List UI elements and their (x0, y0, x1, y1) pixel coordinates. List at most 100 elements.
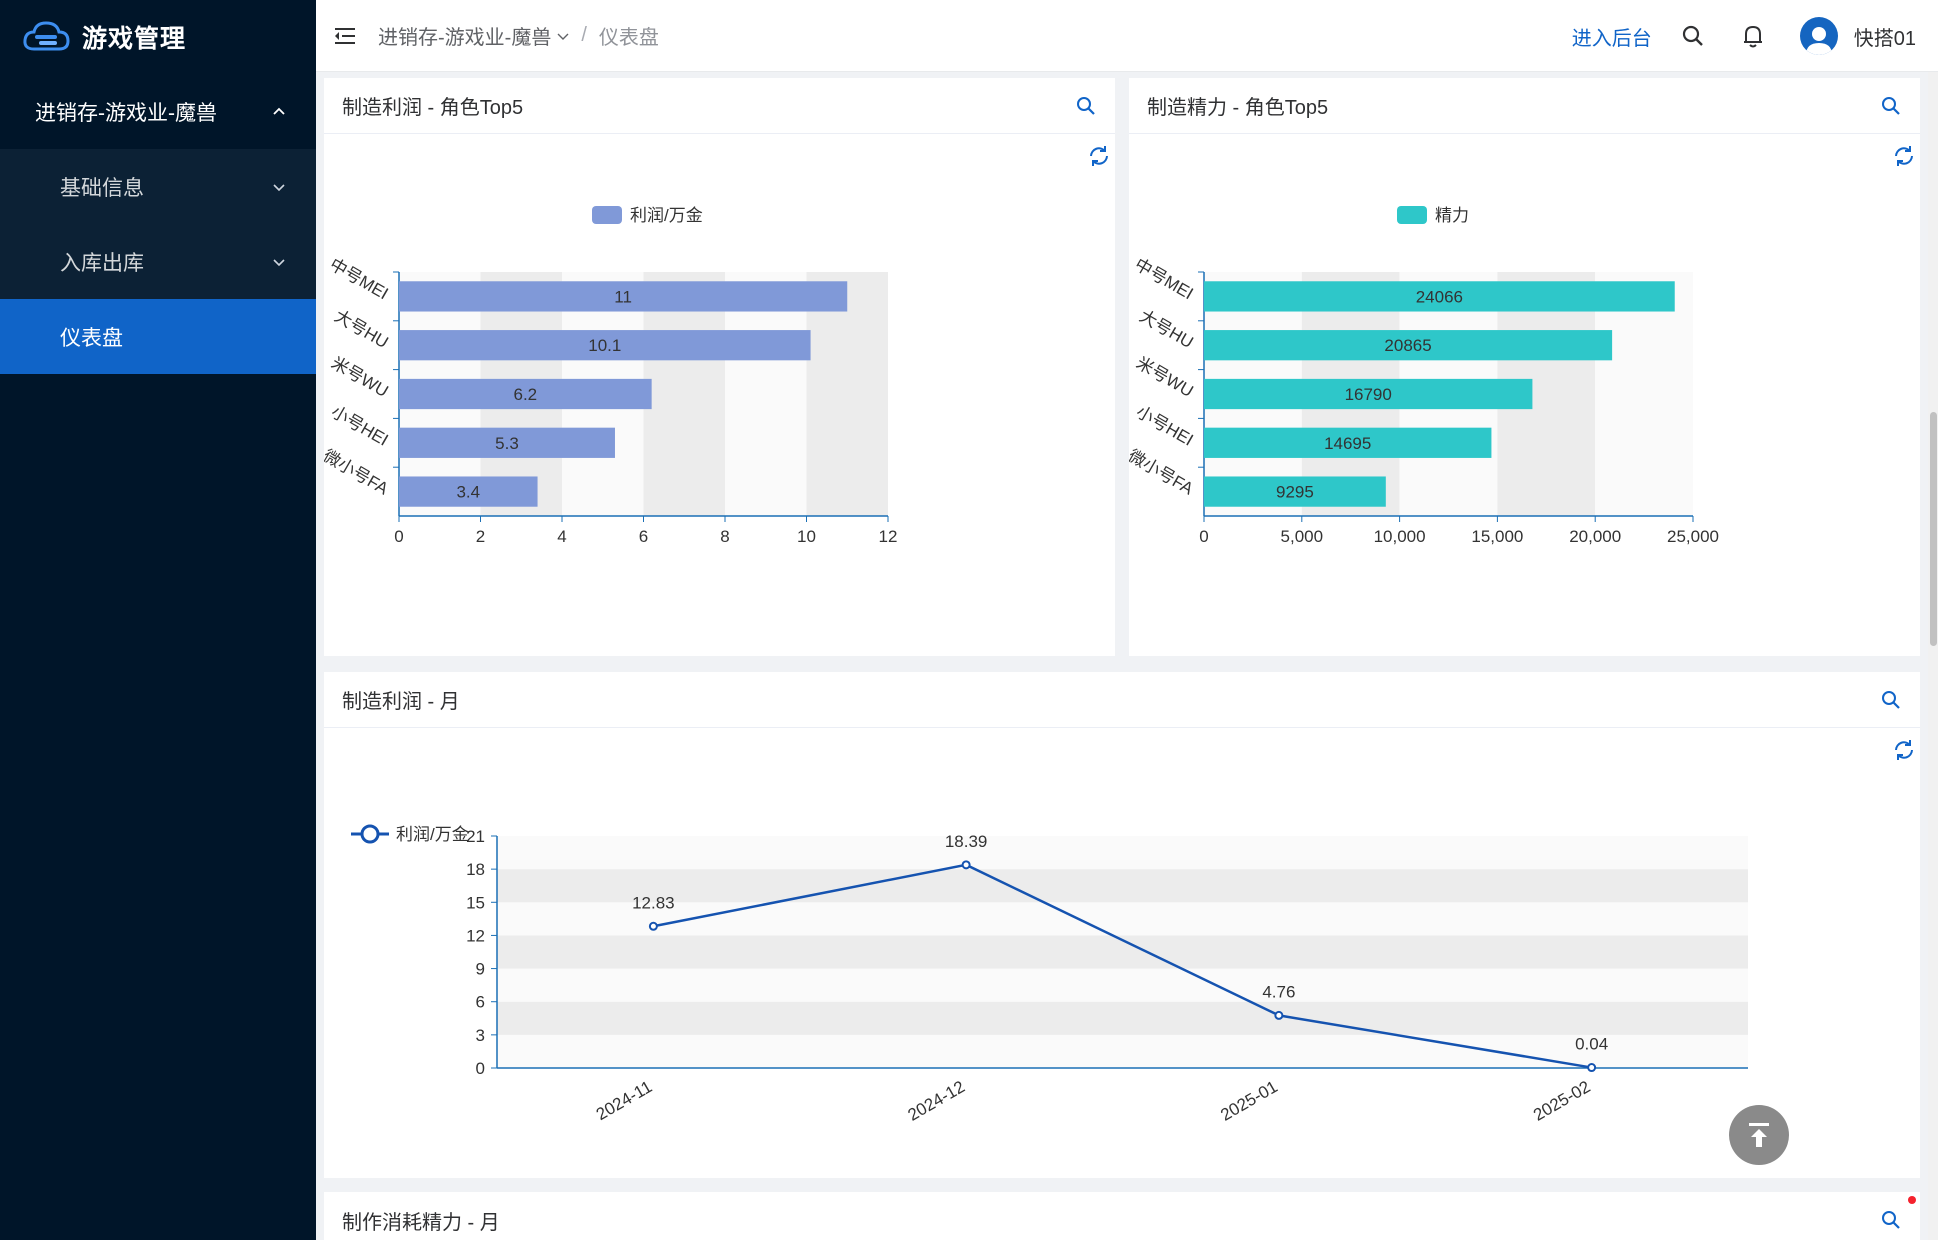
card-title: 制造利润 - 角色Top5 (342, 97, 524, 119)
x-tick-label: 5,000 (1281, 527, 1324, 546)
breadcrumb-current: 仪表盘 (598, 27, 659, 49)
y-tick-label: 12 (466, 926, 485, 945)
search-icon[interactable] (1075, 95, 1097, 117)
refresh-icon[interactable] (1892, 738, 1916, 762)
bar (1204, 427, 1492, 458)
category-label: 大号HU (1136, 306, 1196, 352)
legend-swatch (1397, 206, 1427, 224)
breadcrumb-separator: / (581, 24, 587, 46)
data-label: 12.83 (632, 893, 675, 912)
grid-band (497, 869, 1748, 903)
bar (399, 476, 538, 507)
series-line (653, 863, 1592, 1069)
grid-band (1595, 272, 1693, 516)
x-tick-label: 25,000 (1667, 527, 1719, 546)
scrollbar-thumb[interactable] (1930, 412, 1937, 646)
enter-backend-link[interactable]: 进入后台 (1571, 27, 1652, 50)
y-tick-label: 3 (476, 1026, 485, 1045)
avatar[interactable] (1799, 17, 1838, 55)
menu-fold-button[interactable] (330, 21, 360, 51)
y-tick-label: 6 (476, 993, 485, 1012)
breadcrumb: 进销存-游戏业-魔兽 / 仪表盘 (378, 21, 659, 50)
breadcrumb-parent[interactable]: 进销存-游戏业-魔兽 (378, 27, 552, 49)
arrow-to-top-icon (1749, 1123, 1769, 1147)
category-label: 小号HEI (328, 402, 391, 450)
bar-value-label: 20865 (1384, 336, 1431, 355)
bar-value-label: 3.4 (456, 483, 480, 502)
y-tick-label: 21 (466, 827, 485, 846)
x-tick-label: 0 (394, 527, 403, 546)
sidebar: 游戏管理 进销存-游戏业-魔兽 基础信息 入库出库 仪表盘 (0, 0, 316, 1240)
chevron-up-icon (273, 107, 285, 115)
grid-band (725, 272, 807, 516)
legend-swatch (592, 206, 622, 224)
logo[interactable]: 游戏管理 (0, 0, 316, 74)
grid-band (497, 902, 1748, 936)
card-title: 制作消耗精力 - 月 (342, 1211, 500, 1234)
card-header: 制造利润 - 角色Top5 (324, 78, 1115, 134)
card-header: 制造精力 - 角色Top5 (1129, 78, 1920, 134)
sidebar-item-stock-io[interactable]: 入库出库 (0, 224, 316, 299)
chevron-down-icon (273, 258, 285, 266)
user-icon (1805, 27, 1832, 55)
x-tick-label: 2025-01 (1217, 1077, 1281, 1125)
x-tick-label: 10,000 (1374, 527, 1426, 546)
x-tick-label: 0 (1199, 527, 1208, 546)
data-point (961, 860, 971, 870)
app-title: 游戏管理 (82, 25, 187, 53)
legend-label: 精力 (1435, 206, 1469, 225)
category-label: 中号MEI (326, 255, 391, 304)
data-point (1587, 1063, 1597, 1073)
bar-value-label: 10.1 (588, 336, 621, 355)
data-label: 18.39 (945, 832, 988, 851)
sidebar-item-basic-info[interactable]: 基础信息 (0, 149, 316, 224)
grid-band (497, 836, 1748, 870)
sidebar-group-inventory[interactable]: 进销存-游戏业-魔兽 (0, 74, 316, 149)
refresh-icon[interactable] (1087, 144, 1111, 168)
x-tick-label: 2025-02 (1530, 1077, 1594, 1125)
refresh-icon[interactable] (1892, 144, 1916, 168)
notification-button[interactable] (1740, 23, 1766, 49)
x-tick-label: 15,000 (1471, 527, 1523, 546)
x-tick-label: 2024-12 (905, 1077, 969, 1125)
y-tick-label: 15 (466, 893, 485, 912)
search-icon (1682, 25, 1703, 46)
bar (1204, 281, 1675, 312)
grid-band (806, 272, 888, 516)
sidebar-item-dashboard[interactable]: 仪表盘 (0, 299, 316, 374)
energy-top5-chart: 精力 0 5,000 10,000 15,000 20,000 25,000 24066 中号M… (1129, 206, 1719, 546)
search-icon[interactable] (1880, 689, 1902, 711)
search-icon[interactable] (1880, 1209, 1902, 1231)
category-label: 米号WU (1133, 353, 1196, 401)
y-tick-label: 9 (476, 960, 485, 979)
bar (1204, 378, 1533, 410)
bar-value-label: 6.2 (514, 385, 538, 404)
x-tick-label: 20,000 (1569, 527, 1621, 546)
legend: 利润/万金 (351, 824, 469, 844)
sidebar-item-label: 仪表盘 (60, 326, 123, 350)
data-label: 4.76 (1262, 982, 1295, 1001)
category-label: 中号MEI (1131, 255, 1196, 304)
grid-band (643, 272, 725, 516)
search-icon[interactable] (1880, 95, 1902, 117)
header-search-button[interactable] (1680, 23, 1706, 49)
username[interactable]: 快搭01 (1853, 27, 1916, 50)
bar (1204, 476, 1386, 507)
bar (399, 281, 848, 312)
sidebar-item-label: 入库出库 (60, 251, 144, 275)
notification-dot (1908, 1196, 1916, 1204)
x-tick-label: 10 (797, 527, 816, 546)
cloud-logo-icon (23, 21, 70, 51)
chevron-down-icon[interactable] (557, 30, 569, 42)
header-actions: 进入后台 快搭01 (1572, 0, 1916, 72)
bar-value-label: 16790 (1345, 385, 1392, 404)
data-point (1274, 1010, 1284, 1020)
grid-band (497, 1034, 1748, 1068)
bar-value-label: 11 (614, 287, 632, 306)
energy-month-card: 制作消耗精力 - 月 (324, 1192, 1920, 1240)
profit-month-card: 制造利润 - 月 利润/万金 0 3 6 9 12 15 18 21 2024-11 2024-12… (324, 672, 1920, 1178)
page-scrollbar[interactable] (1928, 72, 1938, 1240)
legend-label: 利润/万金 (630, 206, 703, 225)
back-to-top-button[interactable] (1729, 1105, 1789, 1165)
energy-top5-card: 制造精力 - 角色Top5 精力 0 5,000 10,000 15,000 20,000… (1129, 78, 1920, 656)
